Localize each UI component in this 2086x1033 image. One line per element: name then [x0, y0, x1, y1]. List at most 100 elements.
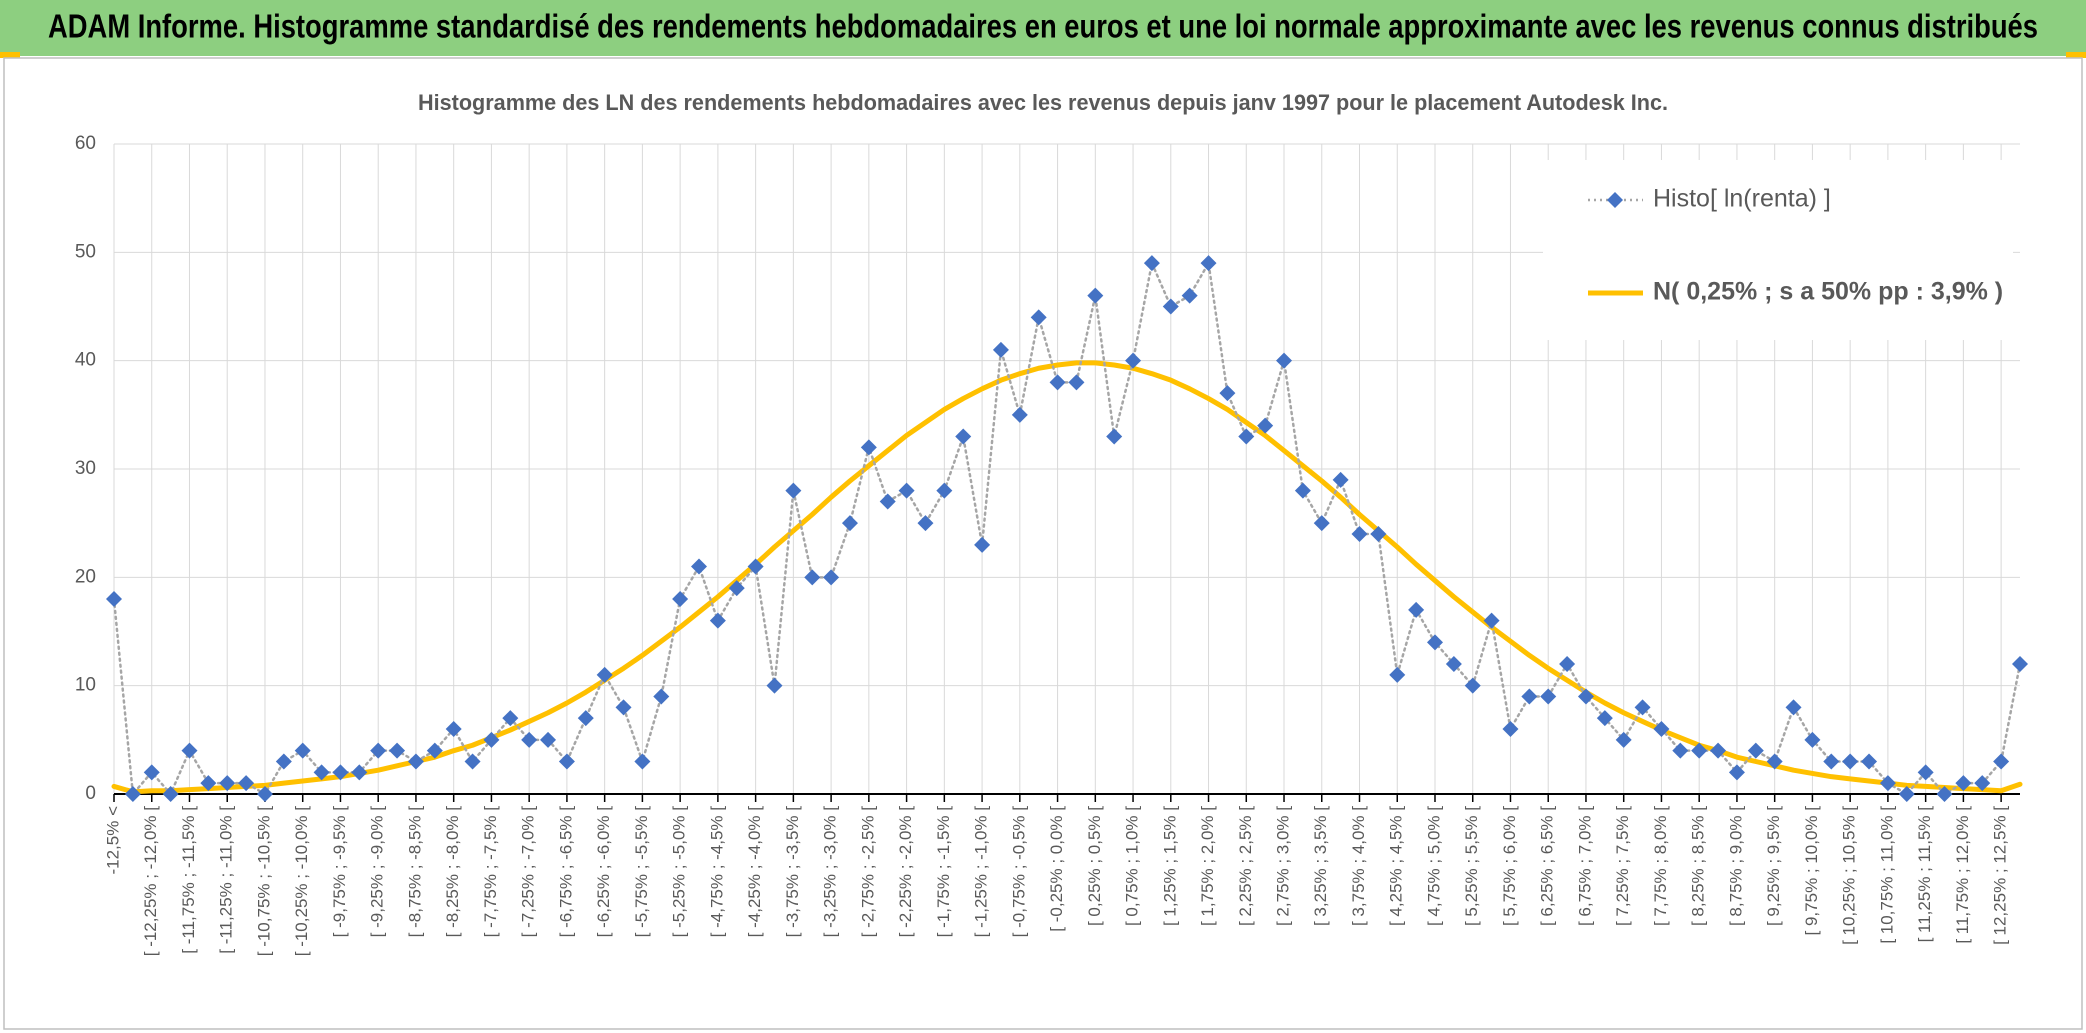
data-point [841, 515, 858, 532]
data-point [238, 775, 255, 792]
x-tick-label: [ 7,25% ; 7,5% [ [1613, 806, 1632, 926]
chart-frame [3, 57, 2083, 1030]
x-tick-label: [ 7,75% ; 8,0% [ [1651, 806, 1670, 926]
x-tick-label: [ 9,75% ; 10,0% [ [1802, 806, 1821, 936]
data-point [1974, 775, 1991, 792]
x-tick-label: [ -2,75% ; -2,5% [ [858, 806, 877, 938]
data-point [464, 753, 481, 770]
x-tick-label: [ 6,25% ; 6,5% [ [1538, 806, 1557, 926]
x-tick-label: [ 2,25% ; 2,5% [ [1236, 806, 1255, 926]
data-point [200, 775, 217, 792]
y-tick-label: 10 [75, 675, 96, 696]
data-point [219, 775, 236, 792]
data-point [1955, 775, 1972, 792]
chart-title: Histogramme des LN des rendements hebdom… [418, 90, 1668, 115]
data-point [124, 786, 141, 802]
data-point [1577, 688, 1594, 705]
data-point [1861, 753, 1878, 770]
data-point [1521, 688, 1538, 705]
data-point [1351, 526, 1368, 542]
data-point [1125, 352, 1142, 369]
x-tick-label: [ -10,25% ; -10,0% [ [292, 806, 311, 957]
data-point [1842, 753, 1859, 770]
banner [0, 0, 2086, 56]
x-tick-label: [ -9,75% ; -9,5% [ [330, 806, 349, 938]
x-tick-label: [ 9,25% ; 9,5% [ [1764, 806, 1783, 926]
data-point [1804, 731, 1821, 748]
data-point [1898, 786, 1915, 802]
x-tick-label: [ 11,25% ; 11,5% [ [1915, 806, 1934, 943]
data-point [1785, 699, 1802, 716]
data-point [823, 569, 840, 586]
data-point [1408, 601, 1425, 618]
x-tick-label: [ 3,75% ; 4,0% [ [1349, 806, 1368, 926]
x-tick-label: [ -4,75% ; -4,5% [ [707, 806, 726, 938]
data-point [1049, 374, 1066, 391]
data-point [1011, 406, 1028, 423]
data-point [634, 753, 651, 770]
data-point [106, 591, 122, 607]
x-tick-label: [ -8,25% ; -8,0% [ [443, 806, 462, 938]
data-point [389, 742, 406, 759]
data-point [1257, 417, 1274, 434]
data-point [1068, 374, 1085, 391]
data-point [162, 786, 179, 802]
data-point [502, 710, 519, 727]
data-point [275, 753, 292, 770]
x-tick-label: -12,5% < [103, 806, 122, 875]
y-tick-label: 20 [75, 566, 96, 587]
data-point [879, 493, 896, 510]
data-point [540, 731, 557, 748]
data-point [1559, 656, 1576, 672]
data-point [615, 699, 632, 716]
x-tick-label: [ -0,75% ; -0,5% [ [1009, 806, 1028, 938]
x-tick-label: [ -4,25% ; -4,0% [ [745, 806, 764, 938]
x-tick-label: [ -6,75% ; -6,5% [ [556, 806, 575, 938]
x-tick-label: [ -5,75% ; -5,5% [ [632, 806, 651, 938]
x-tick-label: [ -7,25% ; -7,0% [ [519, 806, 538, 938]
data-point [1634, 699, 1651, 716]
data-point [1483, 612, 1500, 629]
data-point [1238, 428, 1255, 445]
data-point [1426, 634, 1443, 651]
data-point [2012, 656, 2028, 672]
data-point [1276, 352, 1293, 369]
data-point [766, 677, 783, 694]
data-point [860, 439, 877, 456]
x-tick-label: [ -8,75% ; -8,5% [ [405, 806, 424, 938]
x-tick-label: [ -1,75% ; -1,5% [ [934, 806, 953, 938]
data-point [1087, 287, 1104, 304]
legend-label: N( 0,25% ; s a 50% pp : 3,9% ) [1653, 278, 2003, 306]
x-tick-label: [ 1,75% ; 2,0% [ [1198, 806, 1217, 926]
data-point [728, 580, 745, 597]
x-tick-label: [ 10,75% ; 11,0% [ [1877, 806, 1896, 944]
data-point [653, 688, 670, 705]
data-point [974, 536, 991, 553]
x-tick-label: [ -9,25% ; -9,0% [ [368, 806, 387, 938]
data-point [483, 731, 500, 748]
data-point [992, 341, 1009, 358]
y-tick-label: 0 [85, 783, 96, 804]
data-point [426, 742, 443, 759]
x-tick-label: [ -10,75% ; -10,5% [ [254, 806, 273, 957]
data-point [1747, 742, 1764, 759]
legend-marker [1607, 192, 1623, 208]
x-tick-label: [ 0,75% ; 1,0% [ [1123, 806, 1142, 926]
data-point [351, 764, 368, 781]
data-point [370, 742, 387, 759]
data-point [1370, 526, 1387, 542]
data-point [709, 612, 726, 629]
data-point [955, 428, 972, 445]
data-point [1540, 688, 1557, 705]
x-tick-label: [ -6,25% ; -6,0% [ [594, 806, 613, 938]
data-point [1672, 742, 1689, 759]
data-point [1710, 742, 1727, 759]
data-point [917, 515, 934, 532]
x-tick-label: [ 12,25% ; 12,5% [ [1991, 806, 2010, 945]
data-point [1502, 721, 1519, 737]
banner-title: ADAM Informe. Histogramme standardisé de… [48, 8, 2038, 45]
x-tick-label: [ -11,25% ; -11,0% [ [217, 806, 236, 954]
corner [2066, 52, 2086, 58]
data-point [1181, 287, 1198, 304]
